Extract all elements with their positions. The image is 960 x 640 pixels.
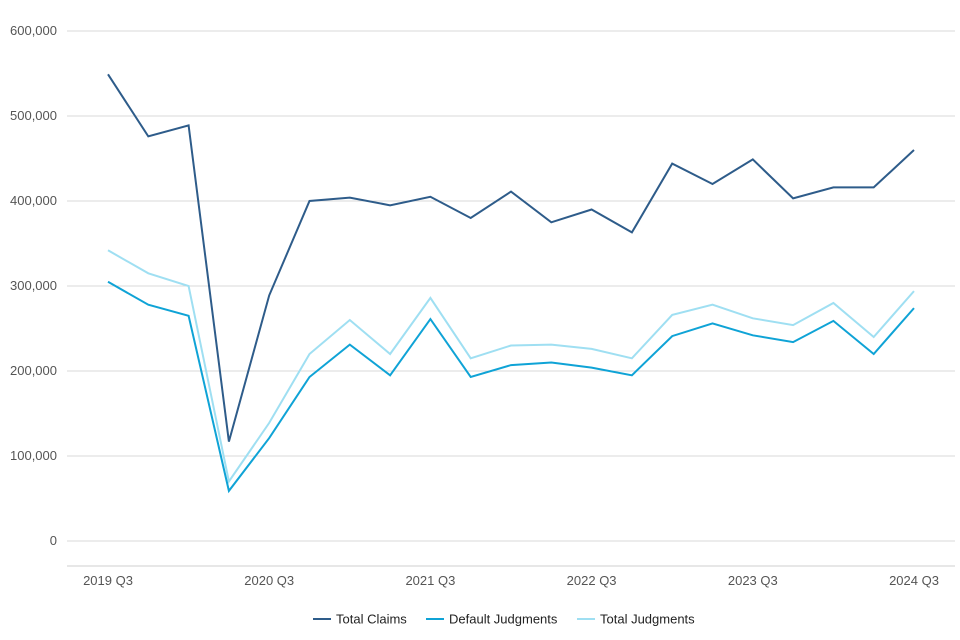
y-tick-label: 0 [50,533,57,548]
y-tick-label: 100,000 [10,448,57,463]
y-tick-label: 300,000 [10,278,57,293]
series-line-total-claims [107,73,915,442]
y-tick-label: 600,000 [10,23,57,38]
y-tick-label: 200,000 [10,363,57,378]
legend: Total Claims Default Judgments Total Judgm… [313,612,695,627]
legend-label: Total Claims [336,612,407,627]
legend-label: Default Judgments [449,612,558,627]
y-tick-label: 500,000 [10,108,57,123]
x-tick-label: 2022 Q3 [567,573,617,588]
x-tick-label: 2024 Q3 [889,573,939,588]
legend-label: Total Judgments [600,612,695,627]
y-tick-label: 400,000 [10,193,57,208]
x-tick-label: 2020 Q3 [244,573,294,588]
series-line-default-judgments [107,280,915,494]
x-tick-label: 2019 Q3 [83,573,133,588]
series-lines [107,73,915,494]
x-tick-label: 2021 Q3 [405,573,455,588]
x-axis: 2019 Q3 2020 Q3 2021 Q3 2022 Q3 2023 Q3 2024 … [67,565,955,588]
y-axis: 0 100,000 200,000 300,000 400,000 500,000 600,… [10,23,57,548]
grid-lines [67,30,955,542]
x-tick-label: 2023 Q3 [728,573,778,588]
series-line-total-judgments [107,249,915,485]
